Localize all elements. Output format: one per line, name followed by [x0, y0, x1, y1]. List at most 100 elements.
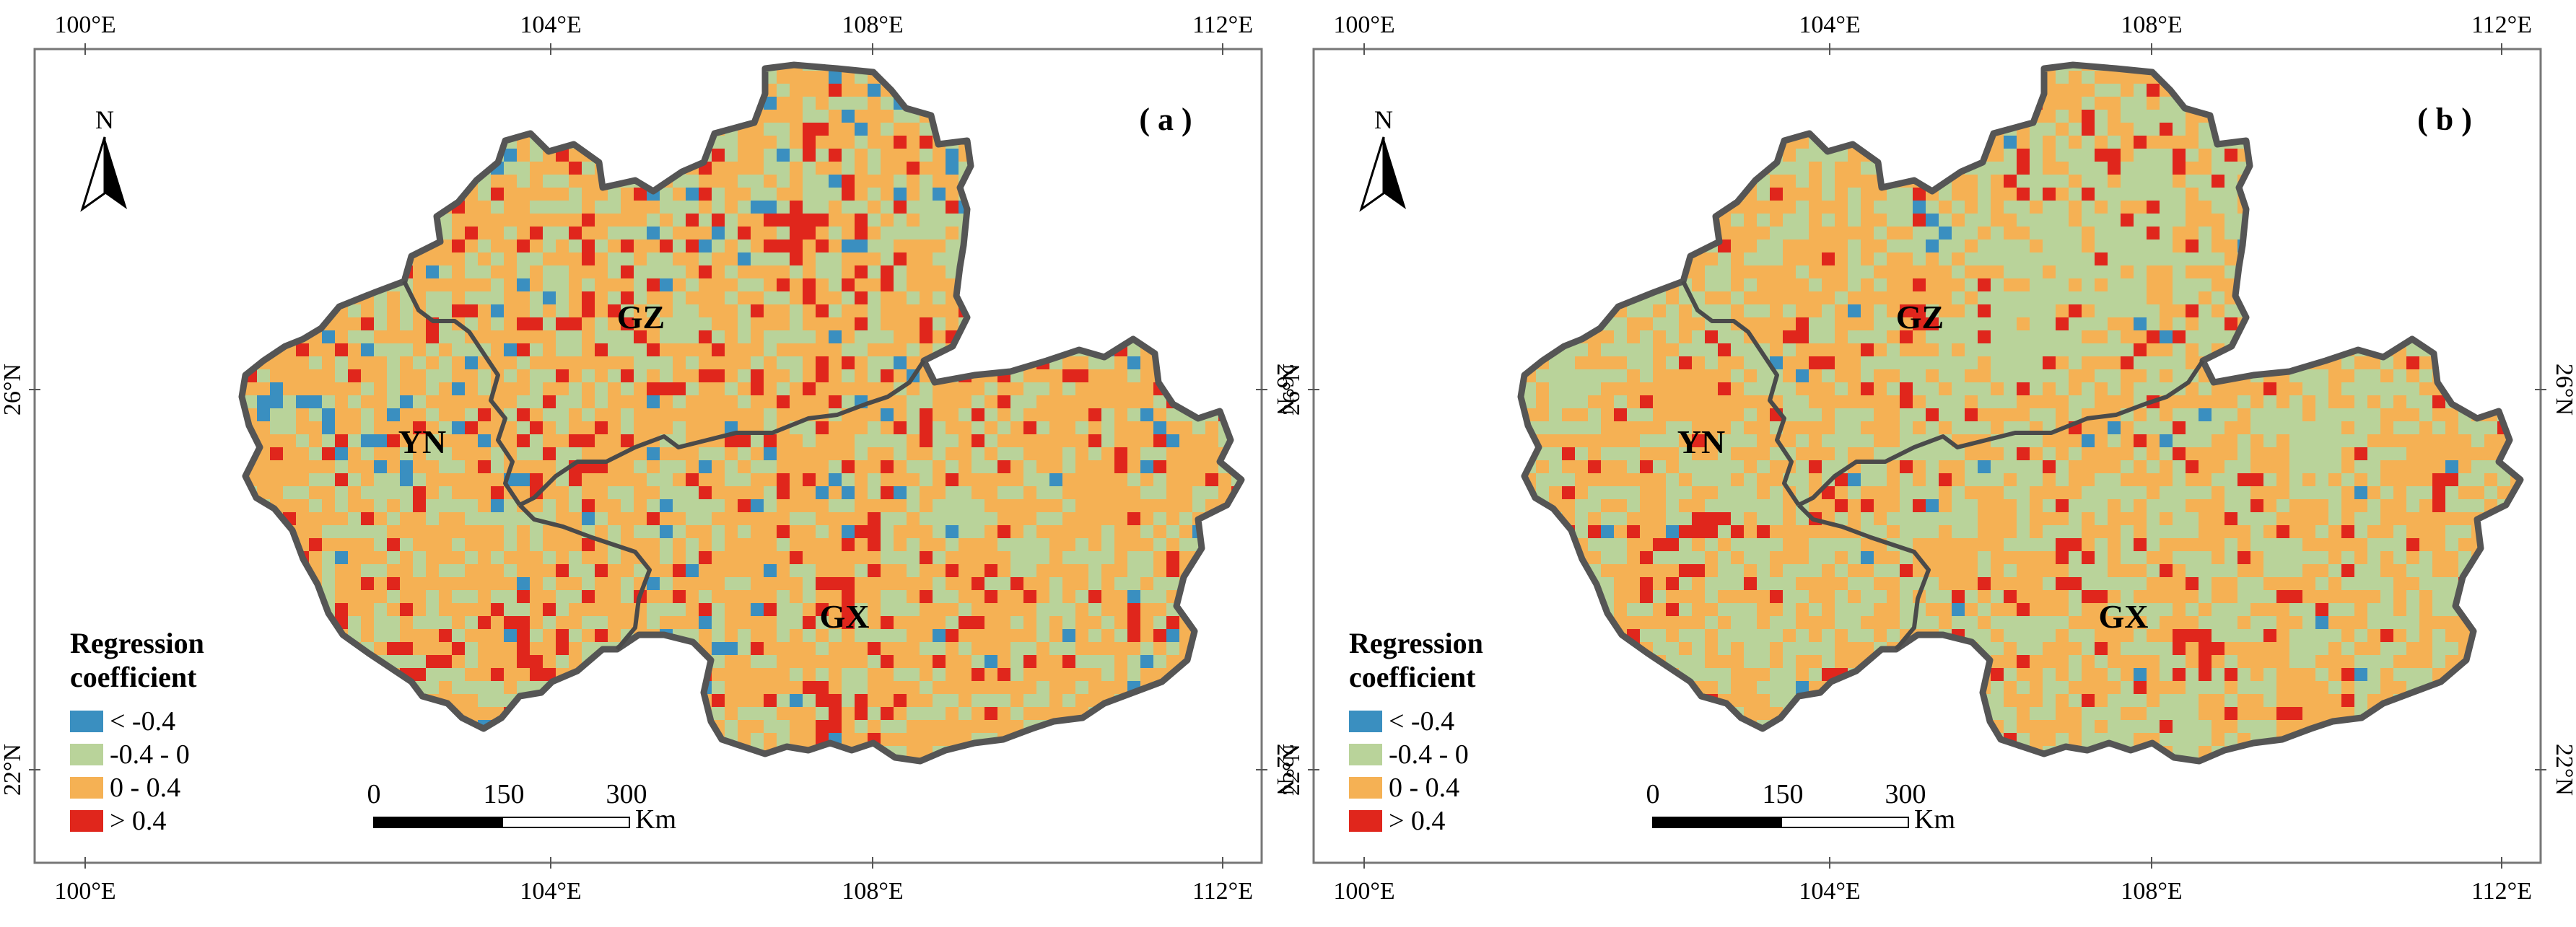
raster-cell: [907, 240, 920, 253]
raster-cell: [868, 356, 881, 370]
raster-cell: [413, 317, 427, 331]
raster-cell: [478, 707, 492, 721]
raster-cell: [790, 330, 803, 344]
raster-cell: [764, 240, 777, 253]
raster-cell: [751, 408, 764, 422]
scale-label-0: 0: [367, 779, 381, 809]
raster-cell: [946, 240, 959, 253]
raster-cell: [855, 434, 868, 448]
raster-cell: [738, 175, 751, 188]
raster-cell: [530, 408, 543, 422]
raster-cell: [335, 447, 349, 461]
raster-cell: [725, 265, 738, 279]
raster-cell: [907, 291, 920, 305]
raster-cell: [439, 538, 453, 552]
lon-tick-bottom-108: 108°E: [842, 878, 903, 905]
raster-cell: [1049, 577, 1063, 591]
raster-cell: [387, 408, 401, 422]
raster-cell: [868, 655, 881, 669]
raster-cell: [1062, 499, 1076, 513]
raster-cell: [972, 382, 985, 396]
raster-cell: [829, 421, 842, 435]
raster-cell: [270, 460, 284, 474]
raster-cell: [816, 149, 829, 162]
raster-cell: [400, 629, 414, 643]
raster-cell: [790, 201, 803, 214]
raster-cell: [569, 214, 582, 227]
raster-cell: [1049, 655, 1063, 669]
raster-cell: [933, 486, 946, 500]
raster-cell: [764, 395, 777, 409]
raster-cell: [400, 434, 414, 448]
raster-cell: [530, 356, 543, 370]
raster-cell: [361, 603, 375, 617]
raster-cell: [569, 447, 582, 461]
raster-cell: [1036, 694, 1050, 708]
raster-cell: [517, 291, 531, 305]
raster-cell: [933, 162, 946, 175]
raster-cell: [738, 460, 751, 474]
raster-cell: [322, 408, 336, 422]
raster-cell: [803, 110, 816, 123]
raster-cell: [517, 240, 531, 253]
raster-cell: [790, 460, 803, 474]
raster-cell: [491, 564, 505, 578]
raster-cell: [1088, 460, 1102, 474]
raster-cell: [517, 395, 531, 409]
raster-cell: [556, 616, 569, 630]
raster-cell: [1101, 564, 1115, 578]
raster-cell: [608, 525, 621, 539]
raster-cell: [673, 499, 686, 513]
raster-cell: [868, 577, 881, 591]
raster-cell: [335, 343, 349, 357]
raster-cell: [790, 240, 803, 253]
raster-cell: [738, 720, 751, 734]
map-panel-a: ( a ) YN GZ GX N Regression coefficient …: [0, 12, 1298, 905]
raster-cell: [491, 175, 505, 188]
raster-cell: [777, 694, 790, 708]
raster-cell: [920, 240, 933, 253]
raster-cell: [582, 175, 595, 188]
raster-cell: [777, 162, 790, 175]
raster-cell: [608, 278, 621, 292]
raster-cell: [465, 642, 479, 656]
raster-cell: [751, 642, 764, 656]
raster-cell: [634, 460, 647, 474]
raster-cell: [777, 629, 790, 643]
raster-cell: [829, 525, 842, 539]
raster-cell: [582, 512, 595, 526]
raster-cell: [816, 551, 829, 565]
raster-cell: [790, 525, 803, 539]
raster-cell: [907, 707, 920, 721]
raster-cell: [984, 512, 998, 526]
raster-cell: [660, 603, 673, 617]
raster-cell: [270, 434, 284, 448]
raster-cell: [413, 278, 427, 292]
raster-cell: [725, 707, 738, 721]
raster-cell: [803, 447, 816, 461]
raster-cell: [478, 317, 492, 331]
raster-cell: [556, 512, 569, 526]
raster-cell: [725, 525, 738, 539]
raster-cell: [699, 227, 712, 240]
raster-cell: [1010, 629, 1024, 643]
raster-cell: [543, 538, 556, 552]
raster-cell: [491, 590, 505, 604]
raster-cell: [1049, 395, 1063, 409]
raster-cell: [556, 330, 569, 344]
raster-cell: [816, 512, 829, 526]
raster-cell: [699, 564, 712, 578]
raster-cell: [803, 668, 816, 682]
raster-cell: [842, 356, 855, 370]
raster-cell: [868, 227, 881, 240]
raster-cell: [751, 538, 764, 552]
raster-cell: [1036, 538, 1050, 552]
raster-cell: [452, 590, 466, 604]
raster-cell: [426, 590, 440, 604]
raster-cell: [790, 291, 803, 305]
raster-cell: [400, 408, 414, 422]
raster-cell: [608, 382, 621, 396]
raster-cell: [361, 356, 375, 370]
raster-cell: [621, 343, 634, 357]
raster-cell: [946, 265, 959, 279]
